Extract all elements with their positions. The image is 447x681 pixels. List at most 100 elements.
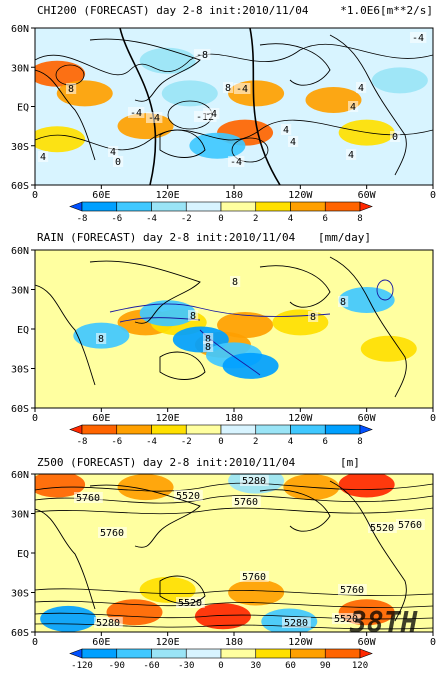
coastlines xyxy=(35,480,407,622)
coastlines xyxy=(35,34,407,176)
contour-label-bg xyxy=(94,617,123,628)
colorbar-tick-label: 0 xyxy=(218,214,223,224)
heatmap-cell xyxy=(338,287,395,314)
contour-label-bg xyxy=(128,107,145,118)
colorbar-segment xyxy=(185,201,222,212)
contour-label: -4 xyxy=(412,33,424,44)
y-tick-label: 30N xyxy=(11,63,29,74)
colorbar-tick-label: -2 xyxy=(181,214,192,224)
contour-label-bg xyxy=(234,83,251,94)
x-tick-label: 0 xyxy=(430,190,436,201)
contour-label: 5280 xyxy=(96,618,120,629)
colorbar-tick-label: 120 xyxy=(352,661,368,671)
y-axis-ticks: 60N 30N EQ 30S 60S xyxy=(11,470,35,639)
heatmap-cell xyxy=(35,126,86,153)
contour-label: 8 xyxy=(232,277,238,288)
colorbar-segment xyxy=(220,201,257,212)
contour-label-bg xyxy=(66,83,77,94)
contour-label: 4 xyxy=(348,150,354,161)
x-tick-label: 120E xyxy=(156,637,180,648)
x-axis-ticks: 0 60E 120E 180 120W 60W 0 xyxy=(32,632,436,648)
x-tick-label: 60W xyxy=(358,637,377,648)
contour-label-bg xyxy=(396,519,425,530)
x-tick-label: 60E xyxy=(92,190,110,201)
y-tick-label: EQ xyxy=(17,549,29,560)
contour-label: -4 xyxy=(205,109,217,120)
colorbar-tick-label: 0 xyxy=(218,661,223,671)
colorbar-tick-label: 90 xyxy=(320,661,331,671)
colorbar-segment xyxy=(290,648,326,659)
colorbar-tick-label: 6 xyxy=(323,214,328,224)
colorbar-segment xyxy=(324,201,361,212)
heatmap-cell xyxy=(194,603,251,630)
panel-chi200: CHI200 (FORECAST) day 2-8 init:2010/11/0… xyxy=(11,4,436,224)
x-axis-ticks: 0 60E 120E 180 120W 60W 0 xyxy=(32,185,436,201)
units-label: [m] xyxy=(340,456,360,469)
watermark: 38TH xyxy=(349,606,418,639)
colorbar-tick-label: 8 xyxy=(357,437,362,447)
contour-label: 8 xyxy=(225,83,231,94)
contour-label: 4 xyxy=(40,152,46,163)
colorbar-tick-label: 0 xyxy=(218,437,223,447)
colorbar-segment xyxy=(151,648,187,659)
contour-label-bg xyxy=(174,490,203,501)
contour-label-bg xyxy=(74,492,103,503)
contour-label: 5280 xyxy=(284,618,308,629)
colorbar-tick-label: 2 xyxy=(253,437,258,447)
colorbar-tick-label: 30 xyxy=(250,661,261,671)
chart-title: CHI200 (FORECAST) day 2-8 init:2010/11/0… xyxy=(37,4,309,17)
y-tick-label: 30S xyxy=(11,589,29,600)
colorbar-tick-label: -4 xyxy=(146,214,157,224)
contour-label-bg xyxy=(240,571,269,582)
colorbar-segment xyxy=(185,648,222,659)
contour-label: 5760 xyxy=(340,585,364,596)
heatmap-cell xyxy=(189,132,246,159)
colorbar-segment xyxy=(185,424,222,435)
chart-title: Z500 (FORECAST) day 2-8 init:2010/11/04 xyxy=(37,456,296,469)
colorbar: -8 -6 -4 -2 0 2 4 6 8 xyxy=(69,424,373,447)
x-tick-label: 0 xyxy=(430,413,436,424)
contour-label-bg xyxy=(38,151,49,162)
colorbar-segment xyxy=(359,424,373,435)
contour-label-bg xyxy=(338,584,367,595)
colorbar-tick-label: 60 xyxy=(285,661,296,671)
x-tick-label: 60W xyxy=(358,413,377,424)
contour-label: 8 xyxy=(310,312,316,323)
y-tick-label: EQ xyxy=(17,103,29,114)
x-tick-label: 180 xyxy=(225,637,243,648)
colorbar-tick-label: -120 xyxy=(71,661,93,671)
x-tick-label: 60E xyxy=(92,637,110,648)
colorbar-segment xyxy=(255,201,291,212)
heatmap-cell xyxy=(272,309,329,336)
y-tick-label: EQ xyxy=(17,325,29,336)
x-tick-label: 60E xyxy=(92,413,110,424)
heatmap-cell xyxy=(338,474,395,498)
contour-label: 5760 xyxy=(100,528,124,539)
colorbar-tick-label: -60 xyxy=(143,661,159,671)
contour-label: 4 xyxy=(358,83,364,94)
colorbar-segment xyxy=(255,648,291,659)
colorbar-segment xyxy=(359,648,373,659)
x-tick-label: 180 xyxy=(225,190,243,201)
colorbar-segment xyxy=(290,201,326,212)
colorbar-segment xyxy=(69,648,83,659)
colorbar-tick-label: 2 xyxy=(253,214,258,224)
contour-label-bg xyxy=(348,101,359,112)
heatmap-cell xyxy=(217,312,274,339)
contour-label-bg xyxy=(282,617,311,628)
x-tick-label: 120W xyxy=(288,190,313,201)
colorbar-segment xyxy=(116,424,152,435)
heatmap-cells xyxy=(35,474,395,632)
y-tick-label: 60S xyxy=(11,404,29,415)
y-tick-label: 30S xyxy=(11,142,29,153)
x-tick-label: 60W xyxy=(358,190,377,201)
colorbar-segment xyxy=(255,424,291,435)
contour-label: 5280 xyxy=(242,476,266,487)
colorbar-segment xyxy=(151,424,187,435)
contour-label-bg xyxy=(194,49,211,60)
colorbar: -120 -90 -60 -30 0 30 60 90 120 xyxy=(69,648,373,671)
contour-label-bg xyxy=(368,522,397,533)
contour-label-bg xyxy=(281,124,292,135)
contour-label-bg xyxy=(223,82,234,93)
